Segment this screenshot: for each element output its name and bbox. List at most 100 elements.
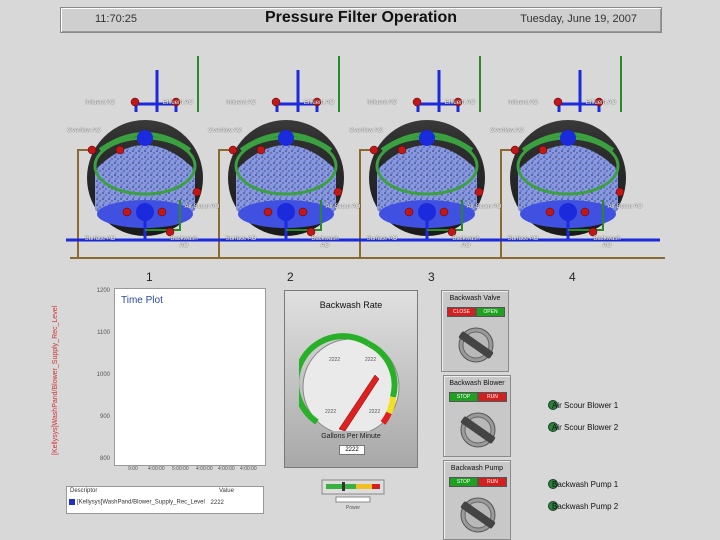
valve-icon bbox=[453, 97, 463, 107]
valve-icon bbox=[122, 207, 132, 217]
valve-icon bbox=[333, 187, 343, 197]
x-tick: 4:00:00 bbox=[218, 466, 235, 472]
backwash-rate-panel: Backwash Rate 2222 2222 2222 2222 Gallon… bbox=[284, 290, 418, 468]
control-title: Backwash Blower bbox=[449, 380, 505, 387]
run-button[interactable]: RUN bbox=[478, 477, 507, 487]
backwash-pump-1-status-icon[interactable] bbox=[548, 479, 558, 489]
filter-2-valve-label: Surface AO bbox=[225, 236, 257, 242]
y-tick: 1200 bbox=[96, 288, 110, 294]
filter-1-valve-label: Effluent AO bbox=[162, 100, 194, 106]
filter-3-valve-label: Air Scour AO bbox=[466, 204, 502, 210]
filter-4-valve-label: Overflow AO bbox=[490, 128, 524, 134]
filter-unit-3 bbox=[359, 56, 485, 258]
y-tick: 900 bbox=[99, 414, 110, 420]
backwash-rate-gauge: 2222 2222 2222 2222 bbox=[299, 333, 400, 431]
valve-icon bbox=[594, 97, 604, 107]
header-time: 11:70:25 bbox=[95, 13, 138, 25]
dial-label: 2222 bbox=[329, 357, 340, 363]
filter-4-valve-label: Air Scour AO bbox=[607, 204, 643, 210]
valve-icon bbox=[447, 227, 457, 237]
filter-number: 4 bbox=[569, 270, 576, 284]
close-button[interactable]: CLOSE bbox=[447, 307, 476, 317]
pump-knob-icon[interactable] bbox=[456, 493, 500, 533]
backwash-pump-control: Backwash Pump STOP RUN bbox=[443, 460, 511, 540]
valve-icon bbox=[538, 145, 548, 155]
legend-row[interactable]: [Kellysys]WashPand/Blower_Supply_Rec_Lev… bbox=[69, 499, 224, 506]
valve-icon bbox=[298, 207, 308, 217]
filter-3-valve-label: Influent AO bbox=[367, 100, 397, 106]
filter-schematic bbox=[66, 56, 665, 259]
x-tick: 4:00:00 bbox=[148, 466, 165, 472]
y-tick: 1100 bbox=[97, 330, 110, 336]
gauge-value: 2222 bbox=[339, 445, 365, 455]
trend-x-axis: 9:00 4:00:00 5:00:00 4:00:00 4:00:00 4:0… bbox=[114, 466, 266, 476]
backwash-blower-control: Backwash Blower STOP RUN bbox=[443, 375, 511, 457]
air-scour-blower-1-status-icon[interactable] bbox=[548, 400, 558, 410]
filter-1-valve-label: Overflow AO bbox=[67, 128, 101, 134]
filter-number: 2 bbox=[287, 270, 294, 284]
slider-thumb bbox=[342, 482, 345, 491]
filter-unit-1 bbox=[77, 56, 203, 258]
stop-button[interactable]: STOP bbox=[449, 392, 478, 402]
filter-2-valve-label: Backwash AO bbox=[311, 236, 339, 249]
control-title: Backwash Valve bbox=[449, 295, 501, 302]
legend-swatch bbox=[69, 499, 75, 505]
valve-icon bbox=[404, 207, 414, 217]
legend-value: 2222 bbox=[210, 499, 224, 506]
air-scour-blower-2-status-icon[interactable] bbox=[548, 422, 558, 432]
filter-number: 1 bbox=[146, 270, 153, 284]
filter-4-valve-label: Backwash AO bbox=[593, 236, 621, 249]
open-button[interactable]: OPEN bbox=[476, 307, 505, 317]
valve-icon bbox=[312, 97, 322, 107]
filter-1-valve-label: Backwash AO bbox=[170, 236, 198, 249]
dial-label: 2222 bbox=[325, 409, 336, 415]
blower-knob-icon[interactable] bbox=[456, 408, 500, 448]
valve-icon bbox=[263, 207, 273, 217]
filter-number: 3 bbox=[428, 270, 435, 284]
filter-1-valve-label: Influent AO bbox=[85, 100, 115, 106]
filter-2-valve-label: Air Scour AO bbox=[325, 204, 361, 210]
run-button[interactable]: RUN bbox=[478, 392, 507, 402]
x-tick: 5:00:00 bbox=[172, 466, 189, 472]
valve-icon bbox=[510, 145, 520, 155]
gauge-caption: Gallons Per Minute bbox=[321, 433, 381, 440]
filter-2-valve-label: Effluent AO bbox=[303, 100, 335, 106]
dial-label: 2222 bbox=[369, 409, 380, 415]
air-scour-blower-2-label: Air Scour Blower 2 bbox=[552, 423, 619, 432]
valve-icon bbox=[157, 207, 167, 217]
title-bar: 11:70:25 Pressure Filter Operation Tuesd… bbox=[60, 7, 662, 33]
valve-icon bbox=[615, 187, 625, 197]
valve-knob-icon[interactable] bbox=[454, 323, 498, 363]
valve-icon bbox=[474, 187, 484, 197]
y-tick: 800 bbox=[99, 456, 110, 462]
slider-caption: Power bbox=[345, 505, 361, 511]
trend-y-axis: 1200 1100 1000 900 800 bbox=[62, 288, 112, 464]
filter-unit-2 bbox=[218, 56, 344, 258]
backwash-pump-2-status-icon[interactable] bbox=[548, 501, 558, 511]
backwash-pump-2-label: Backwash Pump 2 bbox=[552, 502, 619, 511]
y-tick: 1000 bbox=[96, 372, 110, 378]
valve-icon bbox=[545, 207, 555, 217]
trend-y-label: [Kellysys]WashPand/Blower_Supply_Rec_Lev… bbox=[52, 305, 59, 455]
valve-icon bbox=[412, 97, 422, 107]
filter-3-valve-label: Overflow AO bbox=[349, 128, 383, 134]
backwash-pump-1-label: Backwash Pump 1 bbox=[552, 480, 619, 489]
legend-descriptor: [Kellysys]WashPand/Blower_Supply_Rec_Lev… bbox=[77, 499, 205, 506]
control-title: Backwash Pump bbox=[450, 465, 504, 472]
valve-icon bbox=[397, 145, 407, 155]
x-tick: 9:00 bbox=[128, 466, 138, 472]
stop-button[interactable]: STOP bbox=[449, 477, 478, 487]
valve-icon bbox=[130, 97, 140, 107]
filter-4-valve-label: Effluent AO bbox=[585, 100, 617, 106]
valve-icon bbox=[115, 145, 125, 155]
valve-icon bbox=[165, 227, 175, 237]
gauge-needle bbox=[338, 374, 380, 431]
x-tick: 4:00:00 bbox=[196, 466, 213, 472]
dial-label: 2222 bbox=[365, 357, 376, 363]
legend-header-descriptor: Descriptor bbox=[70, 488, 98, 494]
valve-icon bbox=[192, 187, 202, 197]
power-slider[interactable]: Power bbox=[318, 476, 388, 512]
trend-plot[interactable]: Time Plot bbox=[114, 288, 266, 466]
valve-icon bbox=[588, 227, 598, 237]
valve-icon bbox=[369, 145, 379, 155]
